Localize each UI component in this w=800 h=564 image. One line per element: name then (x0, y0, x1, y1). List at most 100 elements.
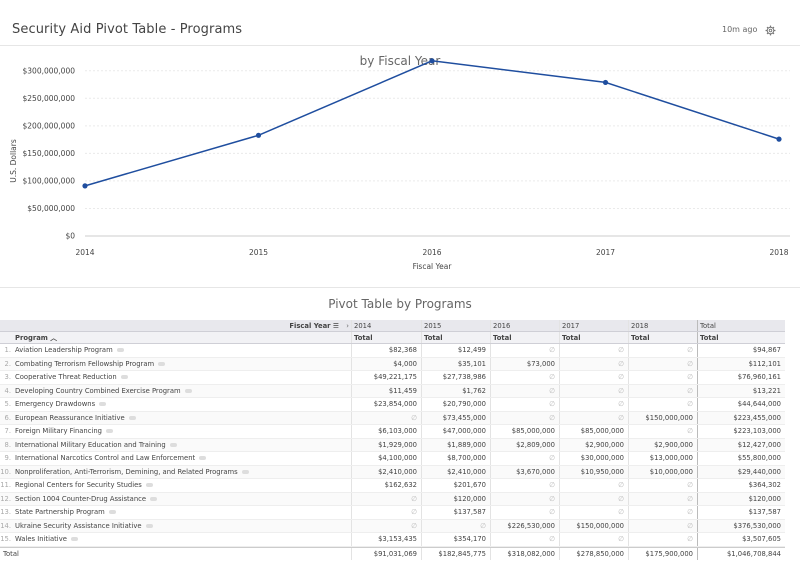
table-cell: $35,101 (421, 357, 490, 370)
program-label: Section 1004 Counter-Drug Assistance (15, 494, 147, 503)
more-options-icon[interactable] (241, 469, 249, 474)
table-row[interactable]: 6. European Reassurance Initiative ∅ $73,45… (0, 411, 785, 425)
year-header[interactable]: 2015 (421, 320, 490, 331)
column-field-label[interactable]: Fiscal Year ☰ (289, 322, 339, 330)
table-cell: $8,700,000 (421, 452, 490, 465)
more-options-icon[interactable] (128, 415, 136, 420)
table-cell: $76,960,161 (697, 371, 785, 384)
table-cell: $2,900,000 (559, 438, 628, 451)
table-row[interactable]: 1. Aviation Leadership Program $82,368 $12,… (0, 344, 785, 358)
table-cell: ∅ (628, 519, 697, 532)
program-label: European Reassurance Initiative (15, 413, 125, 422)
table-row[interactable]: 12. Section 1004 Counter-Drug Assistance ∅… (0, 492, 785, 506)
program-name[interactable]: Regional Centers for Security Studies (15, 479, 350, 492)
row-field-header[interactable]: Program ︿ (15, 334, 58, 342)
table-row[interactable]: 3. Cooperative Threat Reduction $49,221,17… (0, 371, 785, 385)
program-label: Foreign Military Financing (15, 427, 102, 435)
table-cell: $85,000,000 (559, 425, 628, 438)
series-line (84, 60, 780, 187)
program-name[interactable]: International Narcotics Control and Law … (15, 452, 350, 465)
program-name[interactable]: International Military Education and Tra… (15, 439, 350, 452)
row-index: 2. (4, 359, 12, 368)
table-cell: ∅ (628, 533, 697, 546)
line-chart-panel: by Fiscal Year $0 $50,000,000 $100,000,000… (0, 47, 800, 285)
row-index: 4. (4, 386, 12, 395)
chevron-right-icon[interactable]: › (346, 322, 349, 330)
program-name[interactable]: Ukraine Security Assistance Initiative (15, 520, 350, 533)
x-axis-label: Fiscal Year (413, 262, 453, 271)
table-cell: ∅ (559, 384, 628, 397)
panel-divider (0, 287, 800, 288)
program-name[interactable]: Wales Initiative (15, 533, 350, 546)
table-cell: $3,670,000 (490, 465, 559, 478)
table-row[interactable]: 9. International Narcotics Control and La… (0, 452, 785, 466)
program-name[interactable]: Nonproliferation, Anti-Terrorism, Demini… (15, 466, 350, 479)
more-options-icon[interactable] (150, 496, 158, 501)
program-name[interactable]: Aviation Leadership Program (15, 344, 350, 357)
more-options-icon[interactable] (116, 348, 124, 352)
year-header[interactable]: 2018 (628, 320, 697, 331)
more-options-icon[interactable] (145, 483, 153, 487)
row-index: 8. (4, 440, 12, 449)
year-header[interactable]: 2017 (559, 320, 628, 331)
table-row[interactable]: 10. Nonproliferation, Anti-Terrorism, Dem… (0, 465, 785, 479)
table-row[interactable]: 7. Foreign Military Financing $6,103,000 $4… (0, 425, 785, 439)
program-label: Aviation Leadership Program (15, 346, 113, 354)
more-options-icon[interactable] (169, 442, 177, 447)
more-options-icon[interactable] (158, 361, 166, 366)
table-cell: $94,867 (697, 344, 785, 357)
pivot-subheader-row: Program ︿ Total Total Total Total Total Total (0, 332, 785, 344)
year-header[interactable]: 2016 (490, 320, 559, 331)
program-name[interactable]: Foreign Military Financing (15, 425, 350, 438)
table-row[interactable]: 8. International Military Education and T… (0, 438, 785, 452)
more-options-icon[interactable] (108, 510, 116, 514)
program-label: Nonproliferation, Anti-Terrorism, Demini… (15, 467, 238, 476)
table-row[interactable]: 13. State Partnership Program ∅ $137,587 ∅ ∅ ∅… (0, 506, 785, 520)
pivot-table: Fiscal Year ☰ › 2014 2015 2016 2017 2018 Total P… (0, 320, 785, 560)
row-index: 10. (0, 467, 11, 476)
table-cell: ∅ (628, 492, 697, 505)
more-options-icon[interactable] (184, 388, 192, 393)
table-row[interactable]: 4. Developing Country Combined Exercise P… (0, 384, 785, 398)
year-header[interactable]: Total (697, 320, 785, 331)
gear-icon[interactable] (765, 25, 776, 36)
table-row[interactable]: 15. Wales Initiative $3,153,435 $354,170 ∅ ∅ ∅… (0, 533, 785, 547)
program-name[interactable]: Combating Terrorism Fellowship Program (15, 358, 350, 371)
table-cell: $1,889,000 (421, 438, 490, 451)
row-index: 12. (0, 494, 11, 503)
table-cell: $1,929,000 (351, 438, 421, 451)
program-label: Cooperative Threat Reduction (15, 373, 117, 381)
table-cell: $11,459 (351, 384, 421, 397)
program-name[interactable]: Cooperative Threat Reduction (15, 371, 350, 384)
table-cell: ∅ (628, 506, 697, 519)
more-options-icon[interactable] (145, 523, 153, 528)
more-options-icon[interactable] (199, 456, 207, 460)
table-row[interactable]: 14. Ukraine Security Assistance Initiativ… (0, 519, 785, 533)
table-cell: $2,809,000 (490, 438, 559, 451)
more-options-icon[interactable] (70, 537, 78, 541)
table-cell: $150,000,000 (628, 411, 697, 424)
x-tick-label: 2016 (422, 248, 441, 257)
chart-title: by Fiscal Year (359, 54, 441, 68)
more-options-icon[interactable] (120, 375, 128, 379)
table-cell: ∅ (490, 506, 559, 519)
program-name[interactable]: Emergency Drawdowns (15, 398, 350, 411)
program-name[interactable]: Developing Country Combined Exercise Pro… (15, 385, 350, 398)
table-cell: ∅ (559, 506, 628, 519)
table-cell: ∅ (490, 398, 559, 411)
year-header[interactable]: 2014 (351, 320, 421, 331)
data-point (255, 132, 262, 138)
table-cell: $27,738,986 (421, 371, 490, 384)
program-name[interactable]: European Reassurance Initiative (15, 412, 350, 425)
more-options-icon[interactable] (106, 429, 113, 433)
measure-header: Total (351, 332, 421, 343)
x-tick-label: 2015 (249, 248, 268, 257)
program-name[interactable]: Section 1004 Counter-Drug Assistance (15, 493, 350, 506)
table-row[interactable]: 11. Regional Centers for Security Studies… (0, 479, 785, 493)
page-title: Security Aid Pivot Table - Programs (12, 22, 243, 37)
program-name[interactable]: State Partnership Program (15, 506, 350, 519)
table-row[interactable]: 5. Emergency Drawdowns $23,854,000 $20,790,… (0, 398, 785, 412)
table-row[interactable]: 2. Combating Terrorism Fellowship Program… (0, 357, 785, 371)
table-cell: $4,100,000 (351, 452, 421, 465)
more-options-icon[interactable] (99, 402, 107, 406)
